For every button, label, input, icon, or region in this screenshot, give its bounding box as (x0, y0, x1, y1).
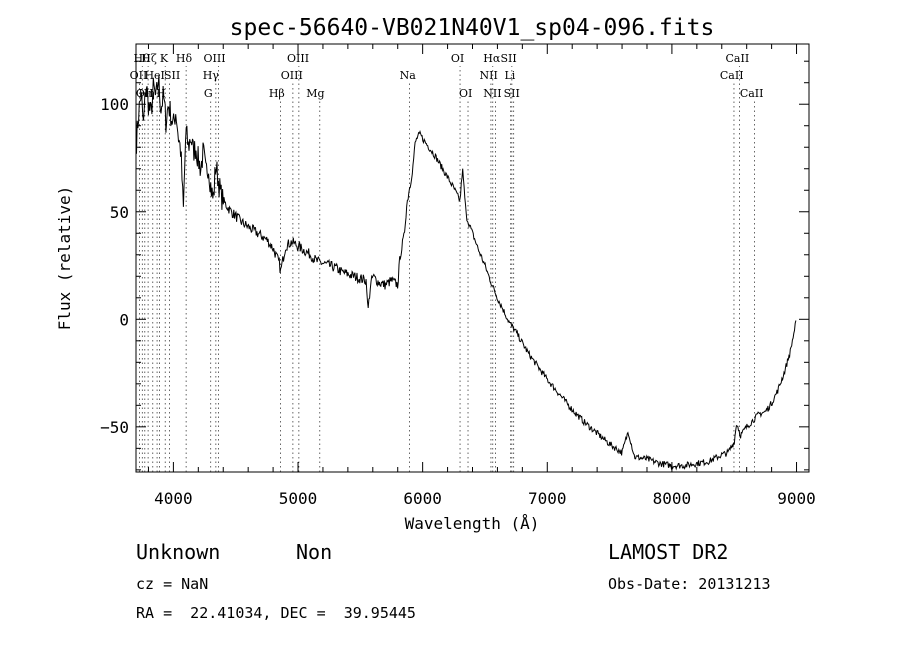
spectrum-line (136, 75, 797, 471)
plot-frame (135, 43, 810, 473)
line-label-13: Hβ (269, 87, 285, 100)
line-label-16: Mg (306, 87, 324, 100)
line-label-22: NII (483, 87, 501, 100)
observation-date: Obs-Date: 20131213 (608, 575, 771, 593)
line-label-10: G (204, 87, 213, 100)
y-tick-label: 100 (100, 95, 129, 114)
redshift-cz: cz = NaN (136, 575, 209, 593)
chart-title: spec-56640-VB021N40V1_sp04-096.fits (230, 15, 715, 41)
line-label-6: H (156, 87, 166, 100)
line-label-7: K (160, 52, 169, 65)
line-label-5: HeI (144, 69, 164, 82)
x-tick-label: 7000 (528, 489, 567, 508)
line-label-25: SII (504, 87, 520, 100)
line-label-26: CaII (720, 69, 744, 82)
line-label-3: Hζ (141, 52, 157, 65)
y-axis-label: Flux (relative) (55, 186, 74, 331)
line-label-27: CaII (726, 52, 750, 65)
x-axis-label: Wavelength (Å) (405, 514, 540, 533)
line-label-1: Hθ (133, 52, 150, 65)
x-tick-label: 9000 (777, 489, 816, 508)
y-axis: −50 0 50 100 (100, 60, 809, 471)
spectral-class: Unknown (136, 540, 221, 564)
line-label-12: OIII (203, 52, 225, 65)
line-label-11: Hγ (203, 69, 220, 82)
line-label-0: OII (130, 69, 148, 82)
y-tick-label: 0 (119, 310, 129, 329)
x-tick-label: 8000 (653, 489, 692, 508)
x-tick-label: 6000 (403, 489, 442, 508)
line-label-2: Hη (138, 87, 154, 100)
y-tick-label: 50 (110, 203, 129, 222)
emission-line-markers: OIIHθHηHζOIIHeIHKSIIHδGHγOIIIHβOIIIOIIIM… (130, 52, 764, 472)
x-axis: 4000 5000 6000 7000 8000 9000 (147, 44, 816, 508)
survey-name: LAMOST DR2 (608, 540, 729, 564)
line-label-18: OI (451, 52, 464, 65)
line-label-24: SII (501, 52, 517, 65)
x-tick-label: 5000 (279, 489, 318, 508)
line-label-15: OIII (287, 52, 309, 65)
line-label-14: OIII (281, 69, 303, 82)
line-label-28: CaII (740, 87, 764, 100)
line-label-9: Hδ (176, 52, 193, 65)
spectral-subclass: Non (296, 540, 333, 564)
line-label-17: Na (400, 69, 417, 82)
ra-dec-coordinates: RA = 22.41034, DEC = 39.95445 (136, 604, 416, 622)
line-label-23: Li (504, 69, 515, 82)
line-label-19: OI (459, 87, 472, 100)
line-label-20: NII (480, 69, 498, 82)
line-label-21: Hα (483, 52, 501, 65)
x-tick-label: 4000 (154, 489, 193, 508)
line-label-8: SII (164, 69, 180, 82)
y-tick-label: −50 (100, 418, 129, 437)
